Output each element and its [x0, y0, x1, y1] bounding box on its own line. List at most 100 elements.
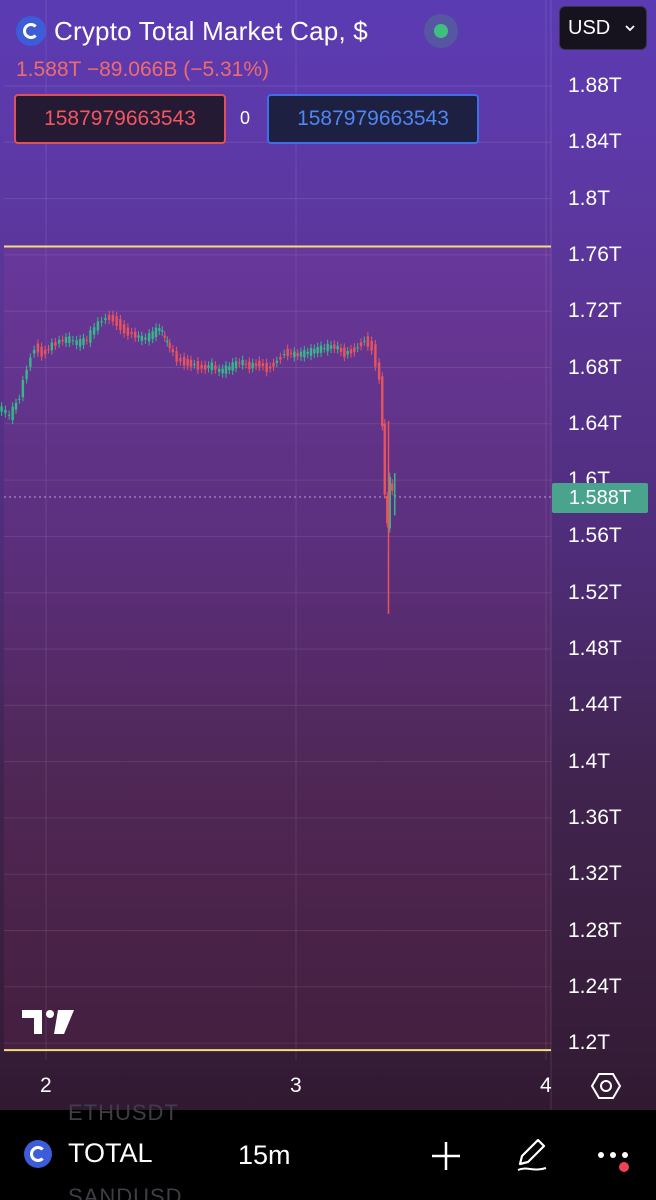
chart-title[interactable]: Crypto Total Market Cap, $	[16, 14, 368, 48]
candle-body	[203, 364, 207, 370]
market-status-icon[interactable]	[424, 14, 458, 48]
candle-body	[11, 406, 14, 420]
candle-body	[163, 335, 166, 338]
candle-body	[353, 347, 356, 353]
symbol-selector[interactable]: TOTAL	[24, 1138, 153, 1169]
candle-body	[251, 362, 254, 369]
candle-body	[54, 342, 57, 346]
candle-body	[265, 362, 268, 373]
candle-body	[289, 353, 293, 355]
candle-body	[43, 349, 47, 355]
total-logo-icon	[16, 16, 46, 46]
candle-body	[356, 347, 359, 349]
candle-body	[18, 398, 21, 400]
candle-body	[286, 348, 289, 357]
y-tick-label: 1.84T	[568, 130, 622, 154]
candle-body	[96, 321, 100, 331]
candle-body	[29, 357, 32, 367]
candle-body	[293, 351, 296, 358]
y-tick-label: 1.68T	[568, 355, 622, 379]
more-options-icon[interactable]	[596, 1146, 636, 1172]
symbol-name: TOTAL	[68, 1138, 153, 1168]
chart-title-text: Crypto Total Market Cap, $	[54, 15, 368, 46]
candle-body	[323, 348, 326, 350]
candle-body	[107, 315, 111, 320]
candle-body	[32, 349, 36, 354]
candle-body	[182, 356, 186, 366]
sell-button[interactable]: 1587979663543	[14, 94, 226, 144]
candle-body	[14, 402, 18, 410]
x-tick-label: 4	[540, 1074, 552, 1097]
candle-body	[161, 330, 164, 332]
candle-body	[119, 319, 122, 331]
candle-body	[316, 347, 319, 354]
candle-body	[374, 344, 377, 367]
candle-body	[333, 344, 336, 349]
candle-body	[363, 340, 366, 342]
candle-body	[248, 361, 251, 370]
candle-body	[137, 335, 140, 338]
candle-body	[346, 351, 349, 355]
candle-body	[196, 361, 200, 370]
candle-body	[200, 364, 203, 369]
candle-body	[254, 363, 258, 366]
y-tick-label: 1.76T	[568, 242, 622, 266]
y-tick-label: 1.52T	[568, 580, 622, 604]
y-tick-label: 1.4T	[568, 749, 611, 773]
y-tick-label: 1.24T	[568, 974, 622, 998]
chart-canvas[interactable]	[0, 0, 656, 1110]
currency-select[interactable]: USD	[559, 6, 647, 50]
candle-body	[299, 351, 303, 357]
candle-body	[268, 366, 272, 369]
candle-body	[144, 337, 147, 340]
drawing-tool-icon[interactable]	[512, 1134, 552, 1174]
candle-body	[391, 483, 394, 491]
candle-body	[85, 339, 89, 341]
candle-body	[377, 362, 381, 380]
candle-body	[303, 350, 306, 358]
buy-button[interactable]: 1587979663543	[267, 94, 479, 144]
candle-body	[275, 360, 279, 363]
candle-body	[370, 340, 373, 351]
price-change: 1.588T −89.066B (−5.31%)	[16, 58, 269, 82]
candle-body	[241, 359, 244, 366]
spread-value: 0	[240, 108, 251, 128]
candle-body	[40, 346, 43, 357]
current-price: 1.588T	[16, 58, 81, 81]
add-indicator-icon[interactable]	[430, 1140, 462, 1172]
candle-body	[71, 340, 75, 342]
change-abs: −89.066B	[86, 58, 178, 81]
candle-body	[214, 365, 217, 370]
tradingview-logo-icon	[22, 1010, 74, 1034]
interval-selector[interactable]: 15m	[238, 1140, 291, 1170]
candle-body	[366, 336, 370, 347]
currency-label: USD	[568, 16, 611, 39]
candle-body	[193, 364, 196, 366]
settings-icon[interactable]	[590, 1070, 622, 1102]
ghost-symbol-top: ETHUSDT	[68, 1100, 179, 1125]
candle-body	[359, 342, 363, 347]
candle-body	[111, 314, 115, 322]
current-price-tag: 1.588T	[552, 483, 648, 513]
x-tick-label: 3	[290, 1074, 302, 1097]
candle-body	[89, 330, 92, 343]
range-box	[4, 246, 551, 1051]
candle-body	[171, 349, 175, 353]
candle-body	[224, 365, 228, 374]
candle-body	[7, 414, 11, 416]
y-tick-label: 1.36T	[568, 805, 622, 829]
symbol-logo-icon	[24, 1139, 52, 1168]
candle-body	[207, 365, 210, 369]
candle-body	[386, 496, 389, 524]
candle-body	[261, 363, 265, 367]
y-tick-label: 1.88T	[568, 74, 622, 97]
ghost-symbol-bottom: SANDUSD	[68, 1184, 183, 1200]
candle-body	[343, 347, 346, 357]
candle-body	[47, 349, 50, 351]
candle-body	[296, 353, 299, 356]
y-tick-label: 1.44T	[568, 693, 622, 717]
x-tick-label: 2	[40, 1074, 52, 1097]
y-tick-label: 1.72T	[568, 299, 622, 323]
candle-body	[234, 361, 238, 369]
